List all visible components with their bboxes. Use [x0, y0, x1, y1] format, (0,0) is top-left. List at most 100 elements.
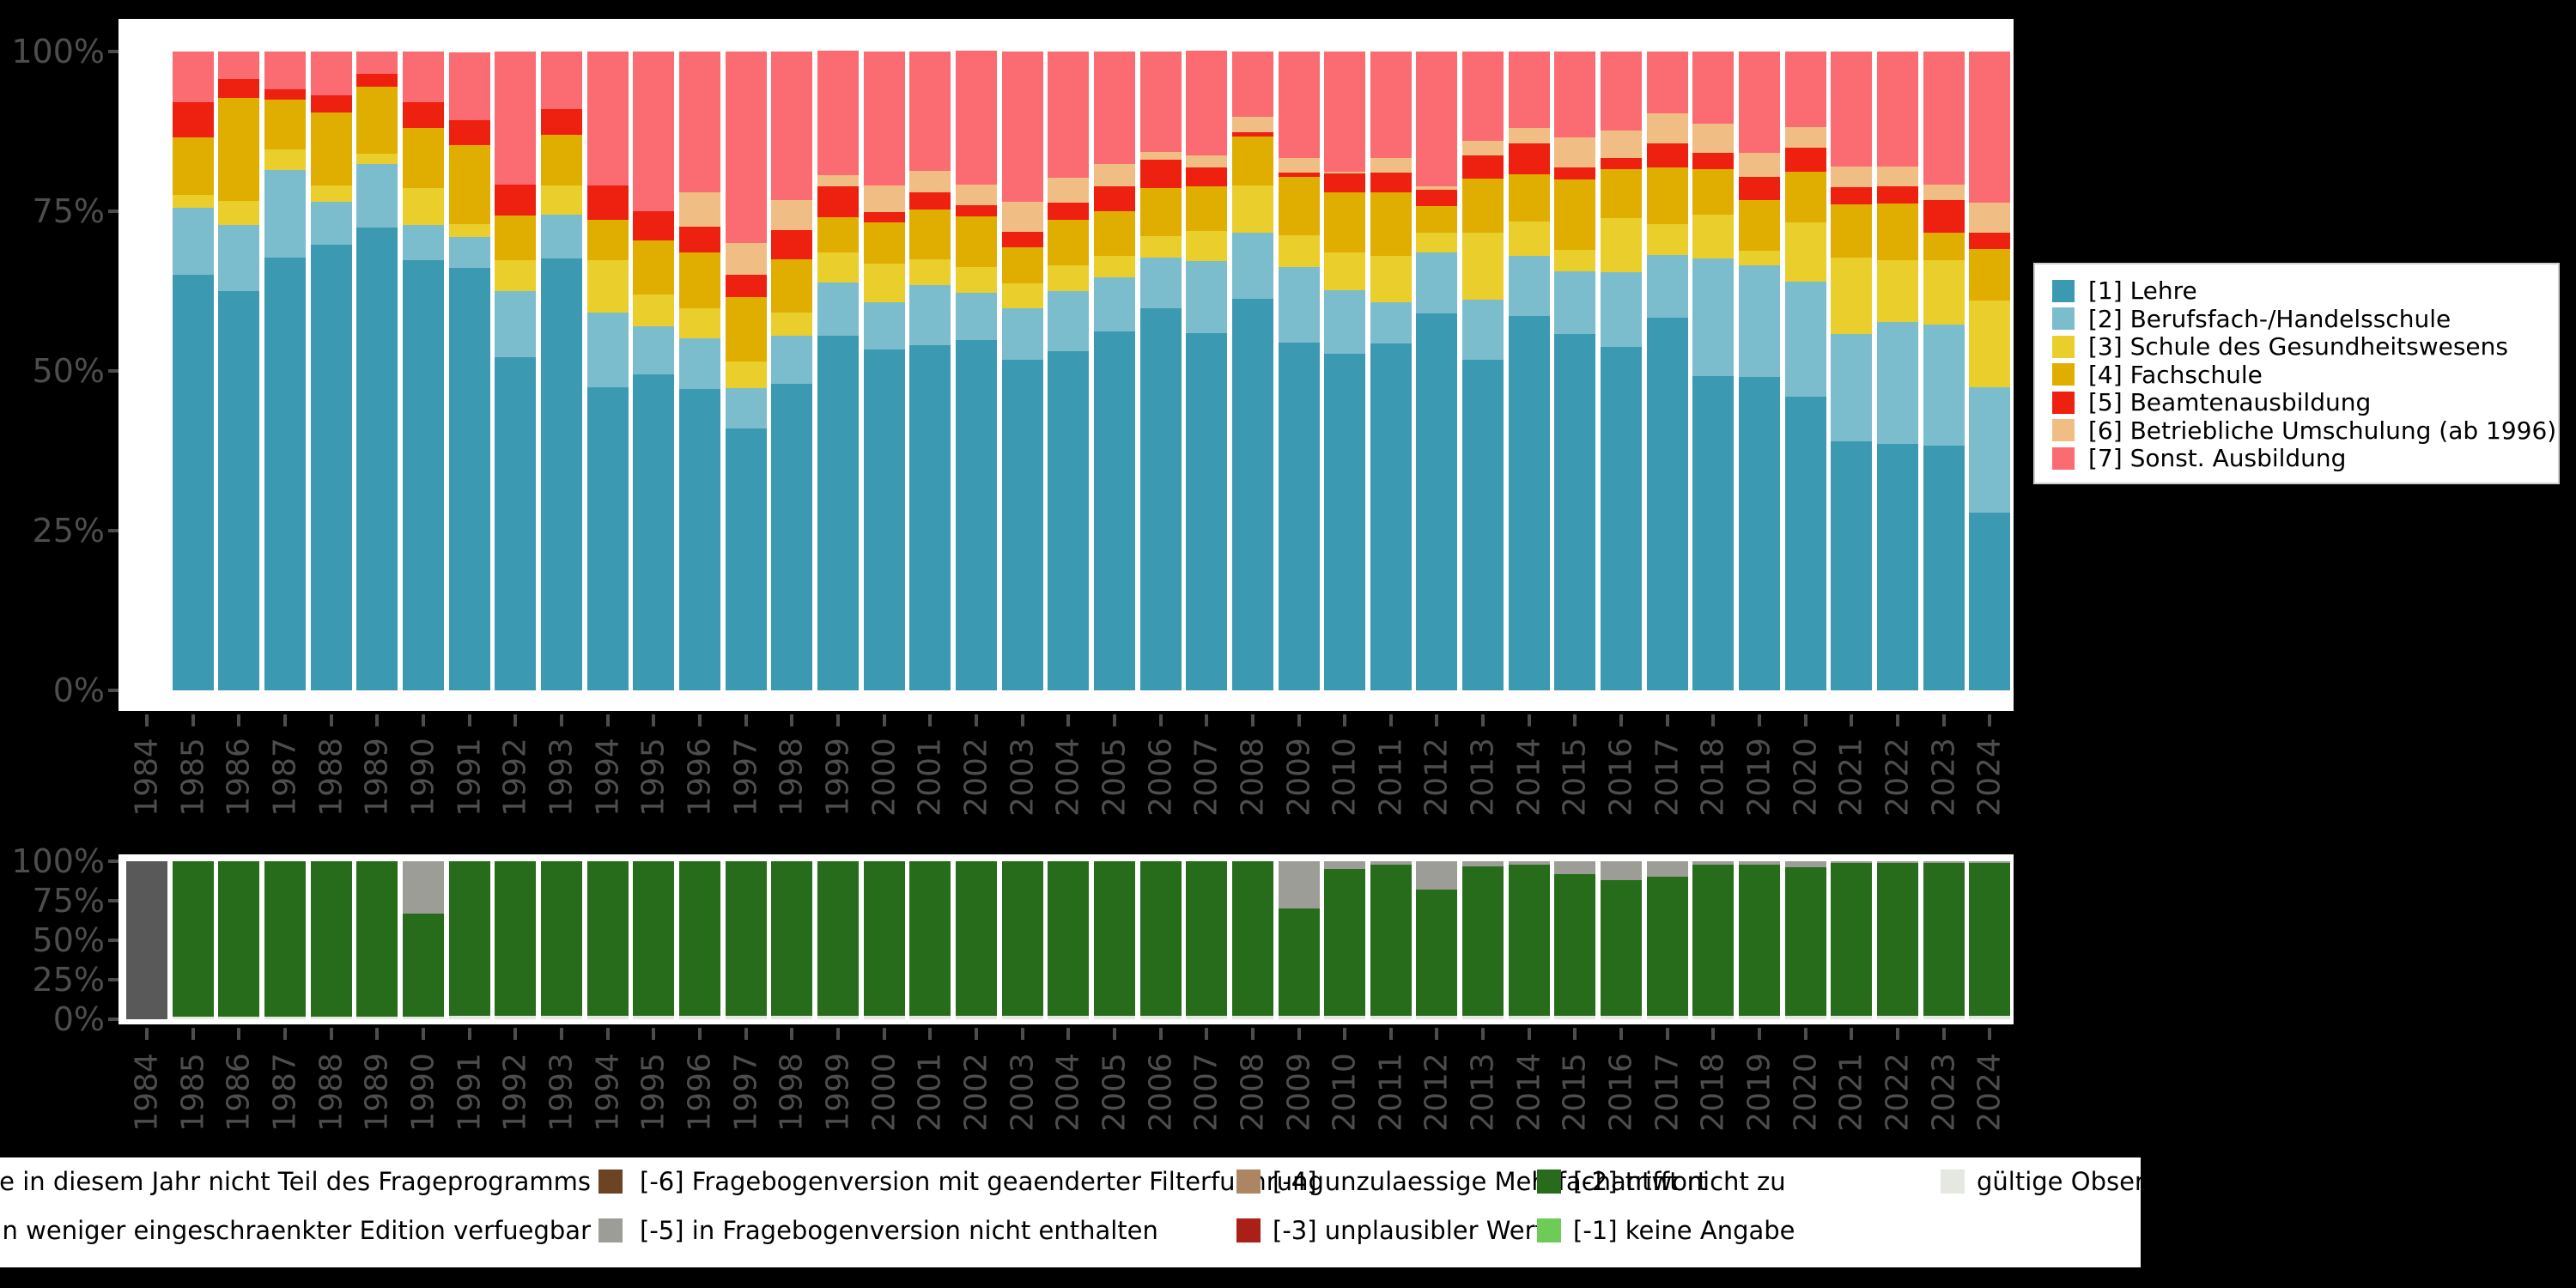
- bar-segment: [633, 325, 675, 374]
- bar-segment: [356, 74, 398, 87]
- bar-segment: [1186, 51, 1228, 156]
- bar-segment: [1969, 301, 2011, 387]
- bar-segment: [1831, 186, 1873, 204]
- bar-segment: [264, 257, 306, 690]
- x-axis-tick: [790, 714, 794, 726]
- bar-2021: [1831, 19, 1873, 711]
- bar-segment: [218, 79, 260, 99]
- x-axis-label: 2011: [1373, 1053, 1409, 1132]
- bar-segment: [909, 209, 951, 259]
- y-axis-label: 25%: [32, 961, 105, 999]
- bar-2000: [863, 854, 905, 1024]
- bar-segment: [172, 101, 214, 138]
- bar-segment: [678, 252, 720, 309]
- bar-segment: [1186, 1016, 1228, 1019]
- bar-2002: [955, 854, 997, 1024]
- x-axis-tick: [1850, 714, 1854, 726]
- bottom-chart-panel: [118, 854, 2014, 1024]
- x-axis-label: 1985: [175, 1053, 211, 1132]
- bar-segment: [1370, 192, 1412, 257]
- bar-segment: [863, 222, 905, 264]
- x-axis-tick: [1481, 714, 1485, 726]
- x-axis-tick: [1711, 714, 1716, 726]
- bar-segment: [356, 52, 398, 75]
- bar-segment: [725, 428, 767, 690]
- missing-legend-swatch-icon: [1236, 1218, 1261, 1242]
- bar-1986: [218, 19, 260, 711]
- legend-item-label: [5] Beamtenausbildung: [2088, 388, 2372, 416]
- bar-2016: [1601, 854, 1643, 1024]
- y-axis-label: 50%: [32, 352, 105, 390]
- bar-segment: [1416, 52, 1458, 186]
- bar-segment: [771, 258, 813, 313]
- y-axis-tick: [108, 860, 118, 863]
- bar-2010: [1324, 19, 1366, 711]
- bar-segment: [1462, 179, 1504, 234]
- bar-segment: [817, 51, 859, 175]
- x-axis-tick: [697, 1028, 702, 1040]
- y-axis-label: 75%: [32, 882, 105, 920]
- x-axis-label: 2006: [1143, 738, 1179, 817]
- x-axis-tick: [1573, 714, 1577, 726]
- x-axis-label: 2008: [1235, 738, 1271, 817]
- x-axis-label: 1998: [774, 738, 810, 817]
- bar-segment: [1646, 167, 1688, 224]
- bar-segment: [1048, 220, 1090, 265]
- x-axis-tick: [1112, 1028, 1116, 1040]
- bar-segment: [1048, 202, 1090, 221]
- bar-segment: [817, 174, 859, 186]
- x-axis-tick: [928, 714, 933, 726]
- bar-1989: [356, 854, 398, 1024]
- bar-segment: [1646, 254, 1688, 319]
- bar-segment: [863, 52, 905, 185]
- bar-2020: [1784, 854, 1826, 1024]
- x-axis-tick: [283, 714, 287, 726]
- bar-segment: [1739, 861, 1781, 865]
- x-axis-tick: [1988, 714, 1992, 726]
- bar-segment: [1370, 343, 1412, 690]
- x-axis-label: 1995: [635, 1053, 671, 1132]
- bar-segment: [1093, 211, 1135, 257]
- bar-segment: [1231, 185, 1273, 233]
- bar-segment: [1877, 166, 1919, 186]
- bar-segment: [356, 861, 398, 1018]
- x-axis-tick: [1527, 1028, 1531, 1040]
- bar-segment: [955, 266, 997, 294]
- x-axis-label: 2006: [1143, 1053, 1179, 1132]
- y-axis-tick: [108, 689, 118, 692]
- bar-1997: [725, 19, 767, 711]
- bar-2001: [909, 19, 951, 711]
- bar-segment: [1001, 308, 1043, 361]
- bar-segment: [264, 99, 306, 149]
- bar-1985: [172, 19, 214, 711]
- bar-segment: [540, 215, 582, 259]
- bar-2021: [1831, 854, 1873, 1024]
- bar-1984: [126, 854, 167, 1024]
- bar-segment: [1739, 52, 1781, 154]
- bar-segment: [1831, 166, 1873, 187]
- x-axis-label: 1999: [820, 1053, 856, 1132]
- bar-segment: [495, 861, 537, 1017]
- bar-2004: [1048, 19, 1090, 711]
- x-axis-label: 1996: [682, 1053, 718, 1132]
- x-axis-tick: [329, 714, 333, 726]
- x-axis-tick: [513, 1028, 518, 1040]
- bar-segment: [1508, 316, 1550, 690]
- bar-segment: [1969, 52, 2011, 203]
- missing-legend-swatch-icon: [598, 1170, 623, 1194]
- y-axis-label: 100%: [11, 842, 105, 880]
- x-axis-tick: [790, 1028, 794, 1040]
- bar-2011: [1370, 854, 1412, 1024]
- bar-1990: [402, 19, 444, 711]
- bar-segment: [1139, 236, 1182, 258]
- bar-segment: [1093, 52, 1135, 164]
- x-axis-tick: [467, 1028, 471, 1040]
- missing-legend-label: ge in diesem Jahr nicht Teil des Fragepr…: [0, 1167, 591, 1196]
- bar-2015: [1554, 854, 1596, 1024]
- x-axis-tick: [145, 714, 149, 726]
- x-axis-label: 2013: [1465, 1053, 1501, 1132]
- missing-legend-swatch-icon: [1941, 1170, 1965, 1194]
- bar-segment: [817, 336, 859, 690]
- missing-legend-swatch-icon: [1537, 1218, 1561, 1242]
- bar-segment: [1969, 386, 2011, 513]
